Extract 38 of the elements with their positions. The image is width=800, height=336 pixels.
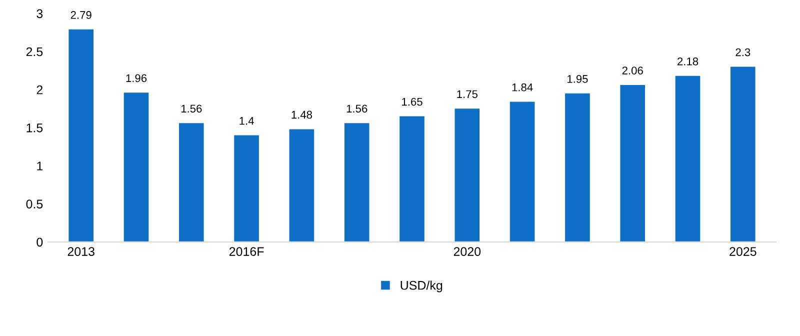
- y-tick-label: 2: [36, 85, 43, 94]
- y-tick-label: 0.5: [26, 200, 43, 208]
- x-tick-label: 2025: [730, 247, 756, 256]
- data-label: 2.79: [70, 11, 92, 19]
- legend-label: USD/kg: [400, 280, 442, 292]
- data-label: 1.95: [567, 75, 588, 83]
- bar: [675, 76, 700, 242]
- x-tick-label: 2013: [68, 247, 94, 256]
- y-tick-label: 0: [36, 238, 43, 247]
- bar: [454, 108, 480, 242]
- bar: [344, 123, 370, 242]
- data-label: 1.48: [292, 110, 312, 119]
- bar: [565, 93, 590, 242]
- data-label: 1.4: [240, 117, 254, 125]
- bar: [234, 135, 259, 242]
- y-tick-label: 2.5: [26, 47, 43, 56]
- data-label: 1.96: [126, 74, 147, 82]
- bar: [124, 92, 149, 242]
- data-label: 2.06: [622, 66, 643, 74]
- data-label: 2.3: [736, 48, 750, 56]
- x-tick-label: 2020: [454, 247, 481, 256]
- bar: [400, 116, 424, 242]
- y-tick-label: 1.5: [26, 124, 43, 132]
- y-tick-label: 3: [36, 9, 43, 18]
- data-label: 1.65: [402, 98, 422, 106]
- y-tick-label: 1: [37, 162, 43, 170]
- bar: [68, 29, 94, 242]
- data-label: 1.84: [512, 83, 533, 92]
- data-label: 1.56: [181, 104, 202, 113]
- data-label: 2.18: [678, 57, 698, 66]
- bar: [289, 129, 314, 242]
- data-label: 1.75: [457, 90, 478, 98]
- data-label: 1.56: [346, 104, 368, 113]
- bar: [178, 123, 204, 242]
- bar: [510, 102, 535, 242]
- bar: [730, 66, 756, 242]
- x-tick-label: 2016F: [229, 247, 264, 256]
- bar: [620, 85, 646, 242]
